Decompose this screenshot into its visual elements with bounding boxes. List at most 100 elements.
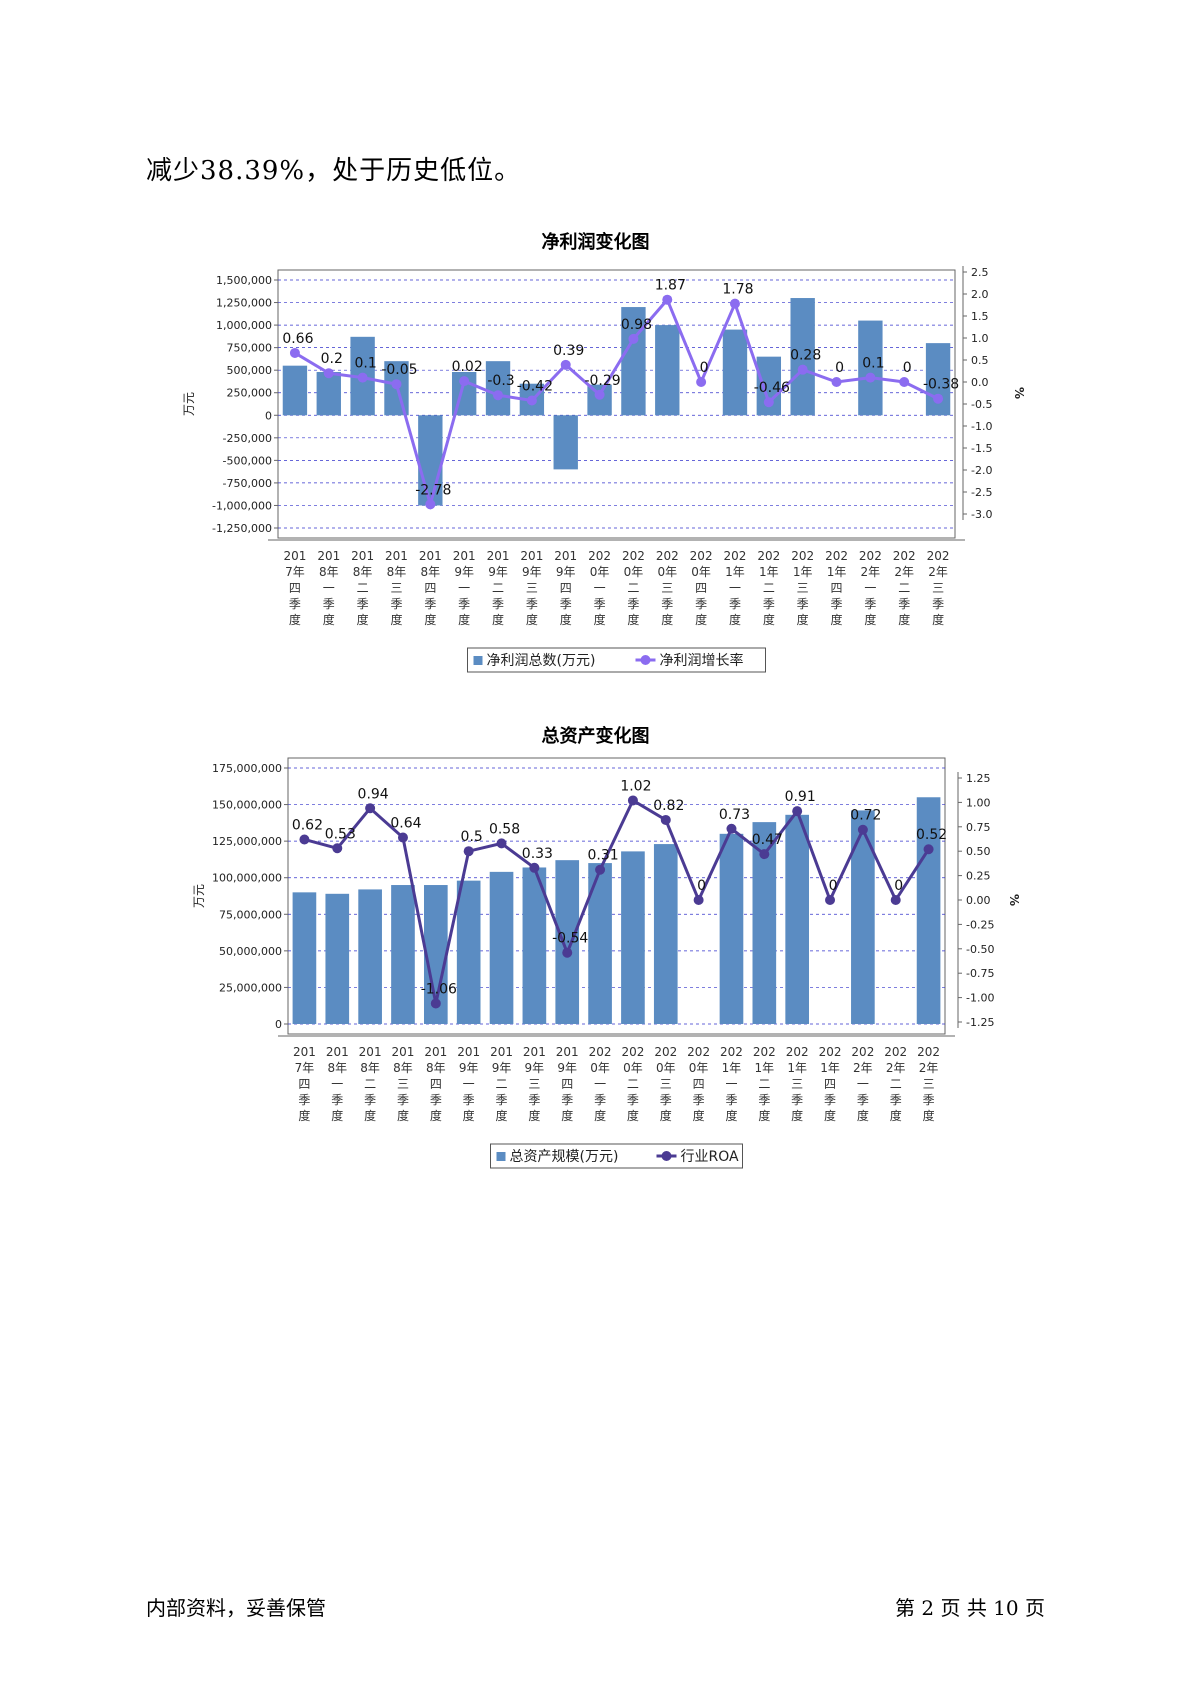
y-tick-label: 1,500,000 <box>216 274 272 287</box>
line-point <box>425 499 436 510</box>
bar <box>587 384 612 416</box>
bar <box>588 863 612 1024</box>
y-tick-label: 750,000 <box>227 342 273 355</box>
legend-bar-swatch <box>496 1152 506 1161</box>
bar <box>316 371 341 416</box>
x-tick-label: 202 2年二季度 <box>893 549 916 627</box>
bar <box>282 365 308 416</box>
line-point <box>660 814 671 825</box>
data-label: 0.72 <box>850 808 881 824</box>
y-tick-label: 100,000,000 <box>212 872 282 885</box>
data-label: 0.02 <box>452 359 483 375</box>
bar <box>418 415 443 506</box>
line-point <box>430 998 441 1009</box>
line-point <box>797 364 808 375</box>
x-tick-label: 201 9年一季度 <box>453 549 476 627</box>
legend-bar-label: 净利润总数(万元) <box>487 653 596 669</box>
y2-tick-label: -0.50 <box>966 943 994 956</box>
y-tick-label: 150,000,000 <box>212 799 282 812</box>
y2-tick-label: -0.25 <box>966 918 994 931</box>
data-label: 1.78 <box>722 282 753 298</box>
data-label: -0.42 <box>517 378 553 394</box>
x-tick-label: 202 0年一季度 <box>588 549 611 627</box>
x-tick-label: 202 0年三季度 <box>656 549 679 627</box>
line-point <box>693 895 704 905</box>
x-tick-label: 201 9年三季度 <box>520 549 543 627</box>
y2-tick-label: -2.0 <box>971 464 992 477</box>
series-line <box>304 798 930 1004</box>
y2-tick-label: -2.5 <box>971 486 992 499</box>
y2-axis-title: % <box>1012 387 1026 399</box>
x-tick-label: 201 9年四季度 <box>554 549 577 627</box>
y2-tick-label: 1.5 <box>971 310 989 323</box>
y2-tick-label: -0.75 <box>966 967 994 980</box>
plot-frame <box>277 269 956 539</box>
chart2-title: 总资产变化图 <box>541 726 650 747</box>
x-tick-label: 201 8年四季度 <box>419 549 442 627</box>
line-point <box>560 359 571 370</box>
line-point <box>391 379 402 390</box>
x-tick-label: 202 1年三季度 <box>791 549 814 627</box>
data-label: 0 <box>835 360 844 376</box>
x-tick-label: 202 0年一季度 <box>589 1045 612 1123</box>
bar <box>555 860 580 1024</box>
line-point <box>825 895 836 905</box>
y2-tick-label: 0.75 <box>966 821 991 834</box>
data-label: 0.52 <box>916 827 947 843</box>
x-tick-label: 201 9年一季度 <box>457 1045 480 1123</box>
bar <box>722 329 748 416</box>
data-label: 0.62 <box>292 817 323 833</box>
line-point <box>323 368 334 379</box>
legend-line-label: 行业ROA <box>681 1149 740 1165</box>
data-label: 0 <box>700 360 709 376</box>
data-label: -0.3 <box>487 373 514 389</box>
line-point <box>496 838 507 849</box>
x-tick-label: 201 9年四季度 <box>556 1045 579 1123</box>
y2-tick-label: 0.25 <box>966 870 991 883</box>
line-point <box>923 844 934 855</box>
line-point <box>726 823 737 834</box>
y2-tick-label: 2.5 <box>971 266 989 279</box>
x-tick-label: 202 0年三季度 <box>654 1045 677 1123</box>
bar <box>858 320 883 416</box>
x-tick-label: 202 2年一季度 <box>851 1045 874 1123</box>
data-label: -0.05 <box>381 362 417 378</box>
bar <box>785 814 810 1024</box>
bar <box>358 889 382 1024</box>
line-point <box>729 298 740 309</box>
line-point <box>759 849 770 860</box>
x-tick-label: 201 8年四季度 <box>424 1045 447 1123</box>
x-tick-label: 202 0年四季度 <box>690 549 713 627</box>
x-tick-label: 202 1年二季度 <box>753 1045 776 1123</box>
bar <box>489 871 514 1024</box>
line-point <box>628 333 639 344</box>
y-tick-label: 500,000 <box>227 364 273 377</box>
bar <box>553 415 578 470</box>
data-label: 0.82 <box>653 798 684 814</box>
x-tick-label: 202 2年二季度 <box>884 1045 907 1123</box>
footer-confidential-note: 内部资料，妥善保管 <box>146 1596 326 1620</box>
line-point <box>529 862 540 873</box>
y2-tick-label: 2.0 <box>971 288 989 301</box>
bar <box>522 867 547 1024</box>
y2-tick-label: -0.5 <box>971 398 992 411</box>
y-axis-title: 万元 <box>192 884 206 908</box>
x-tick-label: 201 7年四季度 <box>293 1045 316 1123</box>
line-point <box>357 372 368 383</box>
data-label: 0.33 <box>522 846 553 862</box>
x-tick-label: 201 8年二季度 <box>359 1045 382 1123</box>
line-point <box>792 806 803 817</box>
line-point <box>595 864 606 875</box>
y2-tick-label: -3.0 <box>971 508 992 521</box>
y-tick-label: 0 <box>275 1018 282 1031</box>
data-label: 0.58 <box>489 821 520 837</box>
legend-box <box>467 647 766 673</box>
data-label: 0 <box>697 878 706 894</box>
y2-tick-label: -1.0 <box>971 420 992 433</box>
data-label: -0.54 <box>552 931 588 947</box>
bar <box>653 844 678 1024</box>
line-point <box>627 795 638 806</box>
bar <box>719 833 744 1024</box>
y2-tick-label: 1.00 <box>966 796 991 809</box>
legend-line-marker <box>661 1151 672 1161</box>
